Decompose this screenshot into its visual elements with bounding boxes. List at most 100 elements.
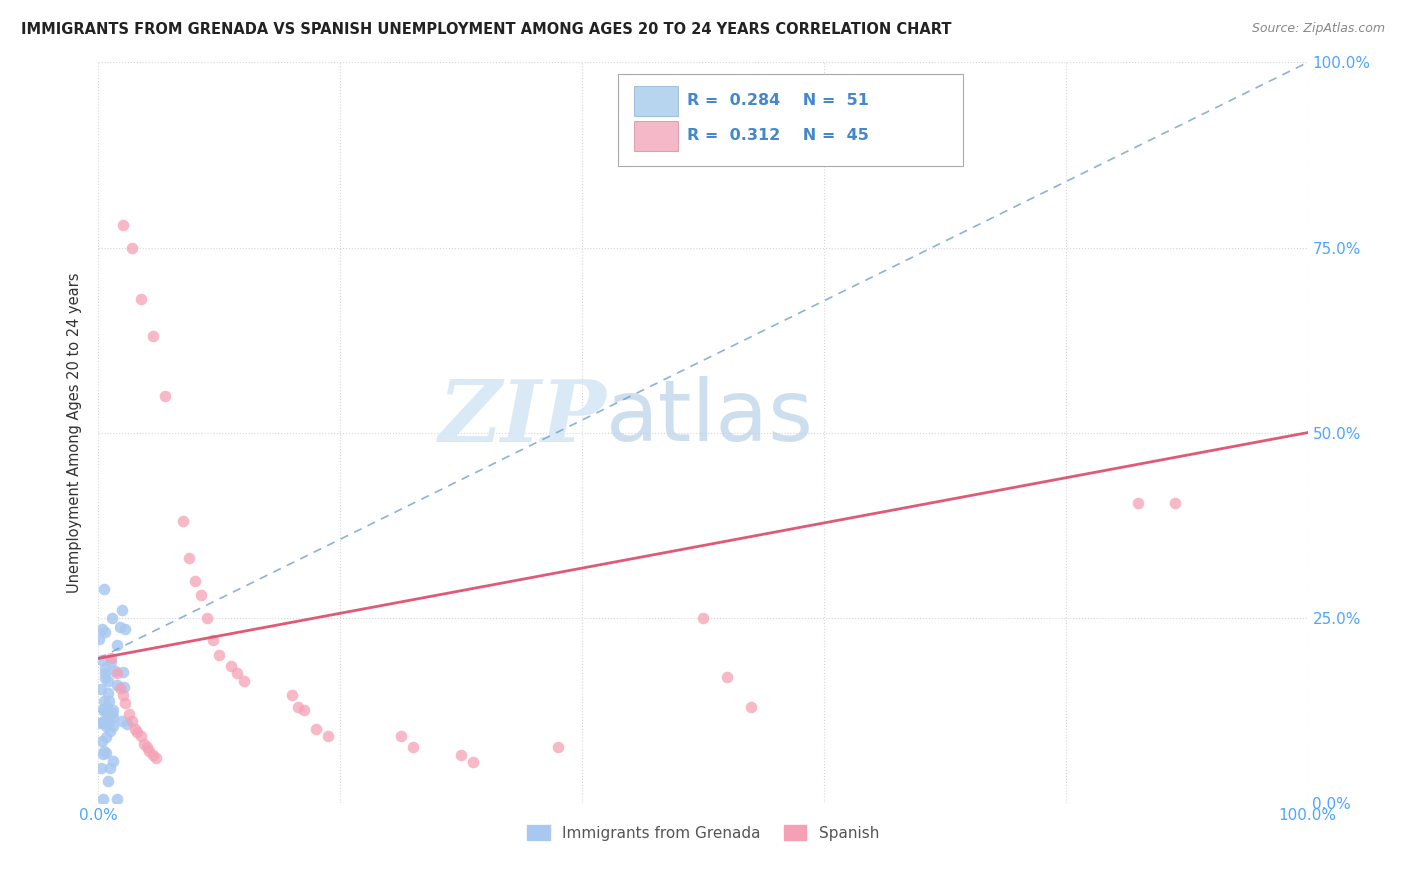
Point (90, 653, 112, 667)
Y-axis label: Unemployment Among Ages 20 to 24 years: Unemployment Among Ages 20 to 24 years (67, 272, 83, 593)
Point (287, 699, 309, 714)
Point (1163, 496, 1185, 510)
Point (145, 751, 167, 765)
Point (100, 651, 122, 665)
Point (112, 680, 135, 694)
Point (93, 705, 115, 719)
Point (138, 744, 160, 758)
Point (111, 219, 134, 233)
Point (94, 719, 117, 733)
Point (402, 740, 425, 755)
Point (121, 240, 143, 255)
Point (96, 700, 118, 714)
FancyBboxPatch shape (634, 87, 678, 116)
Point (100, 655, 122, 669)
Point (98, 694, 121, 708)
Point (111, 689, 134, 703)
Point (98, 715, 121, 730)
Point (105, 666, 128, 681)
Point (101, 754, 124, 768)
Point (91, 702, 114, 716)
Point (305, 722, 328, 736)
Point (91, 747, 114, 762)
Point (97, 673, 120, 688)
Point (101, 703, 124, 717)
FancyBboxPatch shape (634, 121, 678, 151)
Point (142, 329, 165, 343)
Point (108, 681, 131, 695)
Point (281, 689, 304, 703)
Point (90, 734, 112, 748)
Point (121, 714, 143, 729)
Point (90, 715, 112, 730)
Point (97, 773, 120, 788)
Point (463, 755, 485, 769)
Point (450, 747, 472, 762)
Point (101, 719, 124, 733)
Point (129, 293, 152, 307)
Point (94, 746, 117, 760)
Point (389, 729, 412, 743)
Point (93, 665, 115, 680)
Point (96, 730, 118, 744)
Point (101, 611, 124, 625)
Text: IMMIGRANTS FROM GRENADA VS SPANISH UNEMPLOYMENT AMONG AGES 20 TO 24 YEARS CORREL: IMMIGRANTS FROM GRENADA VS SPANISH UNEMP… (21, 22, 952, 37)
Point (1128, 496, 1150, 510)
Point (134, 737, 156, 751)
Point (292, 703, 315, 717)
Point (97, 709, 120, 723)
Point (195, 610, 218, 624)
Point (112, 665, 135, 679)
Point (100, 706, 122, 721)
Point (142, 747, 165, 762)
Point (226, 666, 249, 681)
Point (93, 744, 115, 758)
Point (105, 791, 128, 805)
Point (692, 610, 714, 624)
Point (97, 686, 120, 700)
Point (93, 694, 115, 708)
Point (91, 715, 114, 730)
Text: atlas: atlas (606, 376, 814, 459)
Point (111, 603, 134, 617)
Point (111, 714, 134, 729)
Point (105, 638, 128, 652)
Point (740, 699, 762, 714)
Point (190, 589, 212, 603)
Point (127, 725, 149, 739)
Point (114, 622, 136, 636)
Point (232, 673, 254, 688)
Point (100, 761, 122, 775)
Point (115, 717, 138, 731)
Point (93, 582, 115, 597)
Point (90, 761, 112, 775)
Point (94, 671, 117, 685)
Legend: Immigrants from Grenada, Spanish: Immigrants from Grenada, Spanish (520, 819, 886, 847)
Point (91, 792, 114, 806)
Text: R =  0.284    N =  51: R = 0.284 N = 51 (688, 94, 869, 109)
Point (202, 632, 225, 647)
Point (118, 706, 141, 721)
Point (316, 729, 339, 743)
Point (716, 670, 738, 684)
Point (135, 740, 157, 755)
Point (100, 724, 122, 739)
Text: Source: ZipAtlas.com: Source: ZipAtlas.com (1251, 22, 1385, 36)
Point (221, 658, 243, 673)
Point (172, 515, 194, 529)
Point (124, 722, 146, 736)
Point (547, 740, 569, 755)
Point (105, 678, 128, 692)
Point (90, 682, 112, 697)
Point (179, 551, 201, 566)
Point (104, 665, 127, 679)
Point (96, 705, 118, 719)
Text: ZIP: ZIP (439, 376, 606, 459)
Point (184, 574, 207, 588)
Point (87, 632, 110, 647)
Point (129, 729, 152, 743)
Point (110, 620, 132, 634)
Point (97, 710, 120, 724)
Point (101, 709, 124, 723)
Point (93, 661, 115, 675)
